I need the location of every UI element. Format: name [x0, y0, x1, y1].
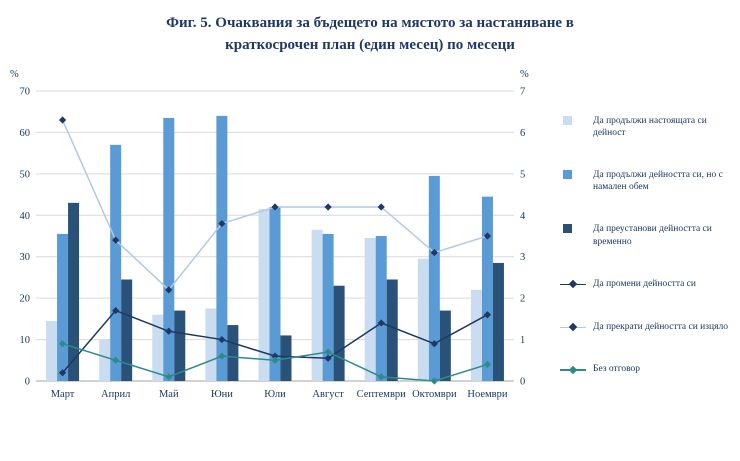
legend-line-lavender-icon [560, 321, 586, 334]
legend: Да продължи настоящата си дейност Да про… [560, 59, 734, 377]
svg-text:Август: Август [312, 389, 344, 400]
svg-text:2: 2 [520, 293, 525, 304]
legend-swatch-bar-medium-icon [560, 169, 586, 182]
svg-text:Октомври: Октомври [412, 389, 457, 400]
chart-title-line2: краткосрочен план (един месец) по месеци [225, 36, 515, 53]
svg-text:5: 5 [520, 169, 525, 180]
legend-label: Да прекрати дейността си изцяло [593, 321, 728, 332]
svg-text:1: 1 [520, 335, 525, 346]
legend-item-continue-current: Да продължи настоящата си дейност [560, 115, 734, 140]
svg-text:30: 30 [20, 252, 31, 263]
legend-item-continue-reduced: Да продължи дейността си, но с намален о… [560, 169, 734, 194]
svg-text:0: 0 [520, 376, 525, 387]
svg-text:7: 7 [520, 86, 525, 97]
svg-text:6: 6 [520, 127, 525, 138]
legend-item-change-activity: Да промени дейността си [560, 278, 734, 291]
legend-label: Без отговор [593, 364, 641, 375]
legend-label: Да продължи настоящата си дейност [593, 115, 707, 138]
svg-text:Март: Март [51, 389, 75, 400]
legend-label: Да преустанови дейността си временно [593, 224, 712, 247]
svg-text:Юни: Юни [211, 389, 233, 400]
chart-title-line1: Фиг. 5. Очаквания за бъдещето на мястото… [166, 15, 574, 31]
svg-text:%: % [520, 69, 529, 80]
svg-text:20: 20 [20, 293, 31, 304]
chart-title: Фиг. 5. Очаквания за бъдещето на мястото… [0, 0, 740, 57]
svg-text:Ноември: Ноември [467, 389, 507, 400]
svg-text:3: 3 [520, 252, 525, 263]
svg-text:10: 10 [20, 335, 31, 346]
chart-area: 0 10 20 30 40 50 60 70 0 1 2 3 4 5 6 7%% Март Април Май Юни… [0, 59, 740, 427]
legend-label: Да продължи дейността си, но с намален о… [593, 169, 723, 193]
legend-item-no-answer: Без отговор [560, 363, 734, 376]
svg-text:Септември: Септември [357, 389, 407, 400]
svg-text:70: 70 [20, 86, 31, 97]
legend-item-cease-activity: Да прекрати дейността си изцяло [560, 321, 734, 334]
svg-text:%: % [10, 69, 19, 80]
svg-text:Юли: Юли [264, 389, 286, 400]
svg-text:Май: Май [159, 389, 179, 400]
svg-text:0: 0 [25, 376, 30, 387]
svg-text:60: 60 [20, 127, 31, 138]
svg-text:40: 40 [20, 210, 31, 221]
legend-line-navy-icon [560, 278, 586, 291]
legend-item-suspend-temporarily: Да преустанови дейността си временно [560, 223, 734, 248]
combo-chart-plot: 0 10 20 30 40 50 60 70 0 1 2 3 4 5 6 7% % Март Април Май Юни… [10, 69, 529, 400]
svg-text:4: 4 [520, 210, 526, 221]
svg-text:Април: Април [101, 389, 130, 400]
legend-swatch-bar-light-icon [560, 115, 586, 128]
svg-text:50: 50 [20, 169, 31, 180]
legend-label: Да промени дейността си [593, 278, 696, 289]
legend-line-teal-icon [560, 363, 586, 376]
legend-swatch-bar-dark-icon [560, 223, 586, 236]
